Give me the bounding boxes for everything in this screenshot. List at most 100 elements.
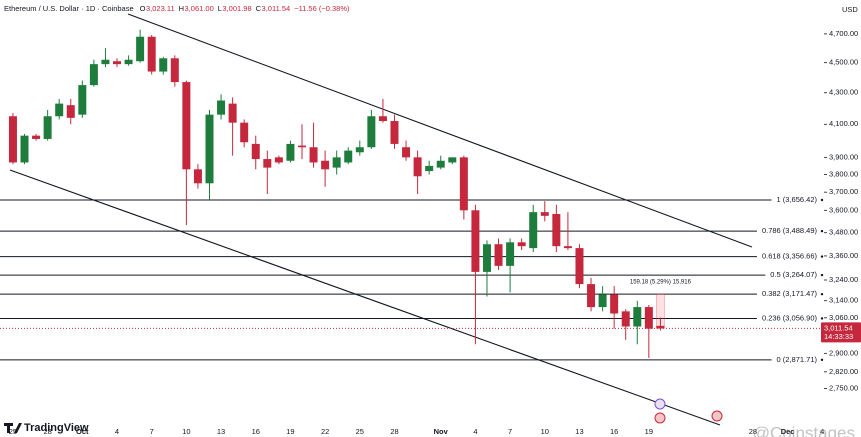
x-tick-label: 4 — [473, 427, 477, 436]
candle-body — [344, 150, 353, 163]
fib-label: 0.5 (3,264.07) — [770, 270, 817, 279]
candle-body — [101, 59, 110, 65]
candle-body — [656, 325, 665, 329]
y-tick-label: 3,700.00 — [829, 187, 858, 196]
fib-label: 0.786 (3,488.49) — [762, 226, 818, 235]
header-key: C — [256, 4, 262, 13]
candle-body — [459, 157, 468, 211]
candle-body — [598, 294, 607, 308]
flag-icon — [654, 412, 666, 424]
candle-body — [390, 121, 399, 144]
x-tick-label: 22 — [321, 427, 329, 436]
last-price-box — [821, 322, 861, 343]
last-price-label: 3,011.54 — [824, 323, 853, 332]
x-tick-label: 28 — [43, 427, 51, 436]
header-value: 3,001.98 — [222, 4, 251, 13]
candle-body — [159, 58, 168, 72]
x-tick-label: 4 — [115, 427, 119, 436]
x-tick-label: 25 — [9, 427, 17, 436]
candle-body — [32, 135, 41, 139]
header: Ethereum / U.S. Dollar · 1D · Coinbase O… — [4, 4, 350, 13]
candle-body — [471, 210, 480, 272]
header-key: L — [218, 4, 222, 13]
candle-body — [263, 159, 272, 168]
y-tick-label: 3,140.00 — [829, 296, 858, 305]
candle-body — [506, 242, 515, 266]
candle-body — [587, 284, 596, 308]
y-tick-label: 3,600.00 — [829, 205, 858, 214]
candle-body — [20, 135, 29, 163]
x-tick-label: 7 — [150, 427, 154, 436]
y-tick-label: 2,900.00 — [829, 348, 858, 357]
fib-label: 0.618 (3,356.66) — [762, 252, 818, 261]
y-tick-label: 3,060.00 — [829, 313, 858, 322]
y-tick-label: 2,750.00 — [829, 383, 858, 392]
measure-label: 159.18 (5.29%) 15,916 — [630, 280, 692, 286]
candle-body — [436, 160, 445, 168]
candle-body — [217, 100, 226, 115]
upper-trend-line — [127, 13, 753, 248]
plot-area: 1 (3,656.42) 0.786 (3,488.49) 0.618 (3,356… — [0, 13, 824, 426]
x-tick-label: 13 — [217, 427, 225, 436]
fib-dot — [820, 292, 824, 296]
candle-body — [425, 165, 434, 172]
candle-body — [552, 213, 561, 247]
x-tick-label: 16 — [610, 427, 618, 436]
fib-label: 1 (3,656.42) — [777, 195, 818, 204]
x-tick-label: Dec — [781, 427, 795, 436]
candle-body — [332, 157, 341, 168]
x-tick-label: 28 — [749, 427, 757, 436]
candle-body — [367, 116, 376, 148]
symbol: Ethereum / U.S. Dollar · 1D · Coinbase — [4, 4, 134, 13]
candle-body — [205, 114, 214, 184]
candle-body — [517, 242, 526, 247]
candle-body — [274, 157, 283, 163]
candle-body — [633, 307, 642, 327]
candle-body — [193, 169, 202, 184]
x-tick-label: Oct — [76, 427, 89, 436]
candle-body — [136, 36, 145, 62]
brand-icon — [4, 423, 22, 433]
candle-body — [309, 147, 318, 163]
header-key: O — [140, 4, 146, 13]
candle-body — [124, 59, 133, 65]
header-value: 3,011.54 — [262, 4, 291, 13]
candle-body — [621, 311, 630, 327]
candle-body — [89, 64, 98, 86]
brand-name: TradingView — [24, 422, 89, 434]
candle-body — [66, 105, 75, 118]
x-tick-label: 25 — [356, 427, 364, 436]
fib-dot — [820, 358, 824, 362]
fib-dot — [820, 255, 824, 258]
candle-body — [240, 122, 249, 143]
candle-body — [575, 248, 584, 285]
candle-body — [563, 246, 572, 249]
candle-body — [540, 212, 549, 216]
candle-body — [147, 36, 156, 72]
candle-body — [55, 103, 64, 117]
header-change: −11.56 (−0.38%) — [294, 4, 350, 13]
y-tick-label: 2,820.00 — [829, 367, 858, 376]
fib-label: 0 (2,871.71) — [777, 355, 818, 364]
lower-trend-line — [9, 169, 721, 426]
x-tick-label: 4 — [820, 427, 824, 436]
fib-label: 0.236 (3,056.90) — [762, 313, 818, 322]
flag-icon — [711, 410, 723, 422]
x-tick-label: 28 — [390, 427, 398, 436]
candle-body — [321, 160, 330, 170]
fib-dot — [820, 198, 824, 202]
x-tick-label: Nov — [434, 427, 449, 436]
y-tick-label: 4,100.00 — [829, 119, 858, 128]
fib-label: 0.382 (3,171.47) — [762, 289, 818, 298]
y-tick-label: 3,480.00 — [829, 228, 858, 237]
y-tick-label: 3,800.00 — [829, 170, 858, 179]
candle-body — [297, 145, 306, 148]
header-key: H — [179, 4, 184, 13]
watermark: @Coinstages — [753, 423, 855, 437]
candle-body — [378, 116, 387, 122]
x-tick-label: 19 — [645, 427, 653, 436]
x-tick-label: 10 — [541, 427, 549, 436]
event-icon — [654, 398, 666, 410]
